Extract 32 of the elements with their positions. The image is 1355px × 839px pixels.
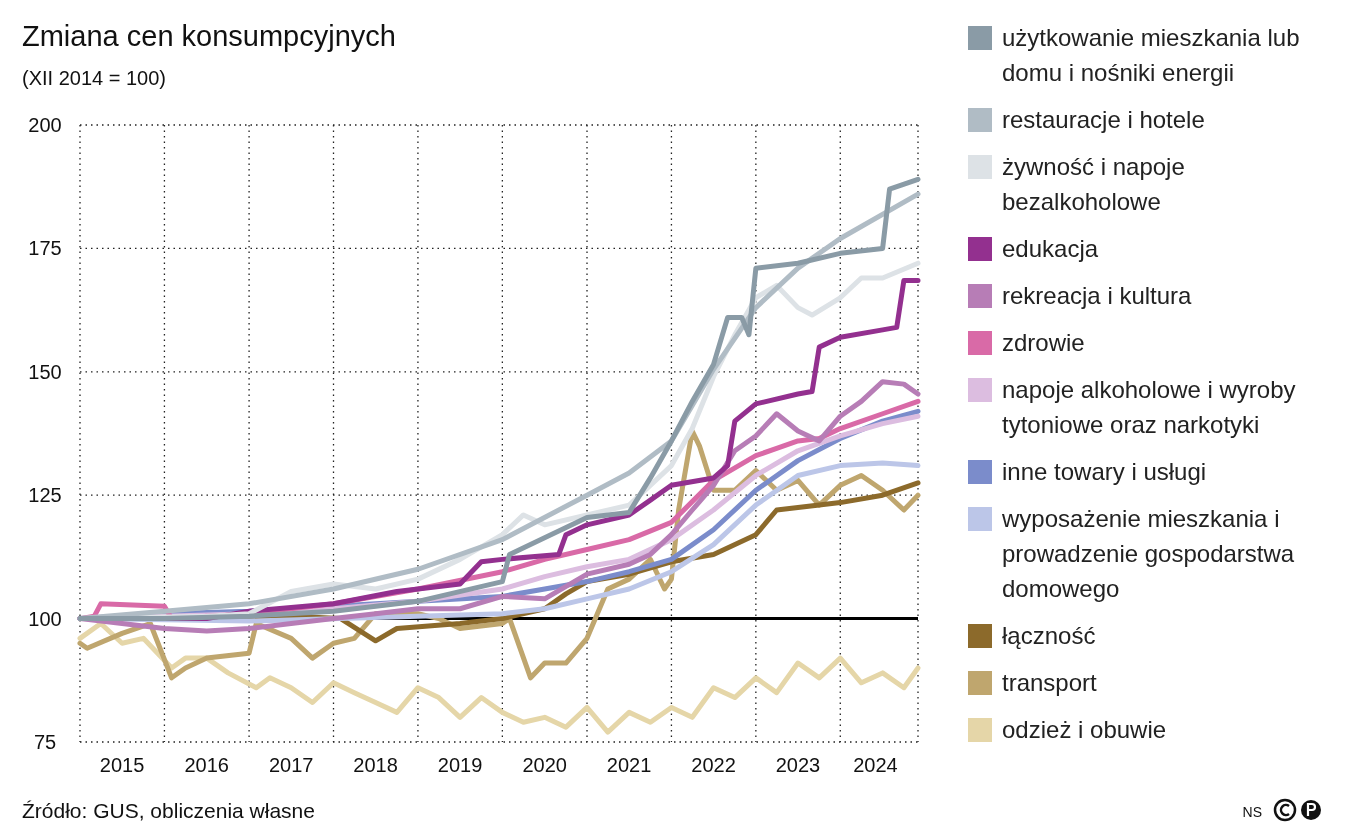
- legend-label: odzież i obuwie: [1002, 716, 1167, 743]
- legend-label: wyposażenie mieszkania i prowadzenie gospodarstwa domowego: [1001, 505, 1295, 602]
- x-tick-label: 2017: [268, 754, 314, 776]
- legend-label: rekreacja i kultura: [1002, 282, 1193, 309]
- legend-label: restauracje i hotele: [1002, 106, 1205, 133]
- y-tick-label: 100: [28, 607, 62, 630]
- legend-label: zdrowie: [1002, 329, 1085, 356]
- y-tick-label: 75: [33, 731, 57, 753]
- x-tick-label: 2018: [353, 754, 398, 776]
- chart-title: Zmiana cen konsumpcyjnych: [22, 20, 396, 52]
- chart-subtitle: (XII 2014 = 100): [22, 67, 166, 89]
- x-tick-label: 2022: [691, 754, 736, 776]
- y-tick-label: 175: [28, 237, 62, 260]
- y-tick-label: 125: [28, 484, 62, 507]
- x-tick-label: 2023: [775, 754, 821, 776]
- legend-label: transport: [1002, 669, 1098, 696]
- text: NS: [1242, 804, 1262, 820]
- legend-label: edukacja: [1002, 235, 1099, 262]
- x-tick-label: 2015: [99, 754, 145, 776]
- legend-label: napoje alkoholowe i wyroby tytoniowe oraz narkotyki: [1002, 376, 1296, 438]
- legend-label: inne towary i usługi: [1002, 458, 1207, 485]
- x-tick-label: 2019: [437, 754, 483, 776]
- y-tick-label: 200: [28, 114, 62, 136]
- x-tick-label: 2021: [606, 754, 652, 776]
- legend-label: użytkowanie mieszkania lub domu i nośniki energii: [1002, 24, 1300, 86]
- legend-label: żywność i napoje bezalkoholowe: [1002, 153, 1185, 215]
- text: Źródło: GUS, obliczenia własne: [22, 799, 315, 822]
- x-tick-label: 2020: [522, 754, 567, 776]
- legend-label: łączność: [1002, 622, 1096, 649]
- x-tick-label: 2024: [853, 754, 898, 776]
- x-tick-label: 2016: [184, 754, 229, 776]
- y-tick-label: 150: [28, 360, 62, 383]
